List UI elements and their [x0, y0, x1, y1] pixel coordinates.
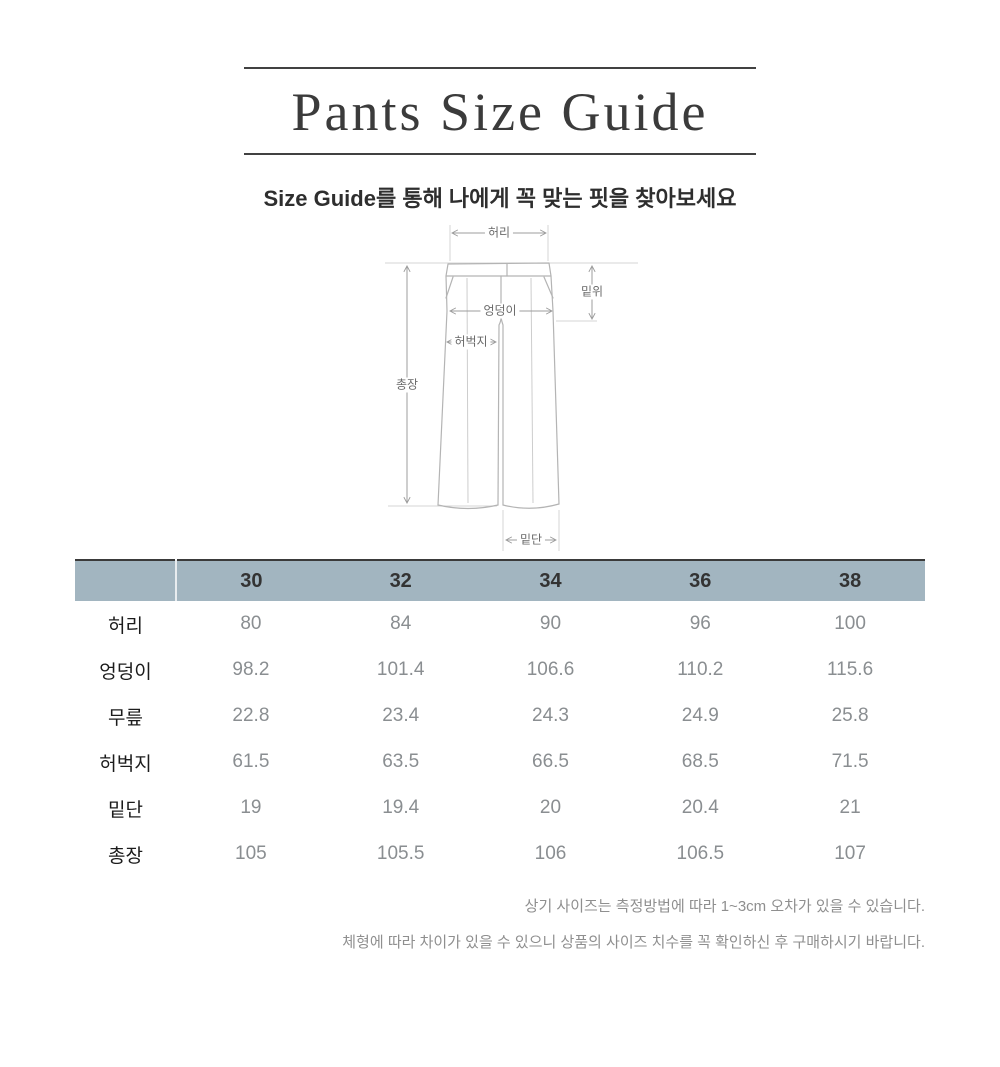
size-value: 66.5	[532, 751, 569, 772]
row-label: 밑단	[108, 799, 143, 821]
size-value: 90	[539, 613, 562, 634]
size-value: 106	[534, 843, 567, 864]
size-value: 21	[839, 797, 861, 818]
pants-size-guide-page: Pants Size Guide Size Guide를 통해 나에게 꼭 맞는…	[0, 67, 1000, 1067]
size-value: 101.4	[376, 659, 425, 680]
table-row-hip: 엉덩이 98.2 101.4 106.6 110.2 115.6	[75, 647, 925, 693]
reference-lines	[385, 225, 638, 551]
pants-outline-drawing	[385, 225, 638, 551]
size-value: 22.8	[232, 705, 270, 726]
size-value: 25.8	[831, 705, 869, 726]
size-column-header: 36	[625, 560, 776, 601]
row-label: 허벅지	[99, 753, 152, 775]
size-value: 71.5	[831, 751, 869, 772]
size-value: 98.2	[232, 659, 270, 680]
diagram-label-thigh: 허벅지	[451, 334, 491, 350]
size-value: 84	[390, 613, 412, 634]
size-column-header: 38	[775, 560, 925, 601]
diagram-label-hem: 밑단	[516, 532, 546, 548]
size-value: 20	[539, 797, 562, 818]
size-value: 96	[689, 613, 711, 634]
pants-outline	[437, 262, 560, 510]
size-value: 107	[834, 843, 866, 864]
page-subtitle: Size Guide를 통해 나에게 꼭 맞는 핏을 찾아보세요	[263, 186, 737, 211]
size-value: 24.9	[681, 705, 719, 726]
size-table-corner-cell	[75, 560, 177, 601]
size-value: 106.5	[676, 843, 725, 864]
diagram-label-rise: 밑위	[577, 284, 607, 300]
size-column-header: 32	[325, 560, 476, 601]
note-line-2: 체형에 따라 차이가 있을 수 있으니 상품의 사이즈 치수를 꼭 확인하신 후…	[342, 934, 925, 951]
crease-lines	[466, 277, 534, 504]
row-label: 허리	[108, 615, 143, 637]
table-row-thigh: 허벅지 61.5 63.5 66.5 68.5 71.5	[75, 739, 925, 785]
size-value: 80	[240, 613, 262, 634]
size-value: 68.5	[681, 751, 719, 772]
size-value: 19.4	[382, 797, 420, 818]
size-value: 115.6	[827, 659, 874, 680]
diagram-label-hip: 엉덩이	[480, 303, 520, 319]
note-line-1: 상기 사이즈는 측정방법에 따라 1~3cm 오차가 있을 수 있습니다.	[524, 898, 925, 915]
table-row-waist: 허리 80 84 90 96 100	[75, 601, 925, 647]
footer-notes: 상기 사이즈는 측정방법에 따라 1~3cm 오차가 있을 수 있습니다. 체형…	[75, 889, 925, 961]
size-value: 106.6	[526, 659, 575, 680]
pants-measurement-diagram: 허리 밑위 엉덩이 허벅지 총장 밑단	[382, 218, 644, 559]
size-value: 61.5	[232, 751, 270, 772]
size-table: 30 32 34 36 38 허리 80 84 90 96 100 엉덩이 98…	[75, 559, 925, 877]
size-value: 20.4	[681, 797, 719, 818]
title-rule-top	[244, 67, 756, 69]
title-rule-bottom	[244, 153, 756, 155]
table-row-knee: 무릎 22.8 23.4 24.3 24.9 25.8	[75, 693, 925, 739]
diagram-label-length: 총장	[392, 377, 422, 393]
table-row-hem: 밑단 19 19.4 20 20.4 21	[75, 785, 925, 831]
table-row-length: 총장 105 105.5 106 106.5 107	[75, 831, 925, 877]
size-value: 105.5	[376, 843, 425, 864]
size-value: 63.5	[382, 751, 420, 772]
size-value: 19	[240, 797, 262, 818]
size-table-header-row: 30 32 34 36 38	[75, 560, 925, 601]
size-value: 24.3	[532, 705, 569, 726]
row-label: 무릎	[108, 707, 143, 729]
diagram-label-waist: 허리	[484, 225, 514, 241]
row-label: 엉덩이	[99, 661, 152, 683]
size-value: 23.4	[382, 705, 420, 726]
row-label: 총장	[108, 845, 143, 867]
measurement-arrows	[403, 229, 596, 544]
size-column-header: 34	[475, 560, 626, 601]
size-column-header: 30	[176, 560, 326, 601]
page-title: Pants Size Guide	[291, 82, 709, 142]
size-value: 110.2	[677, 659, 724, 680]
size-value: 100	[834, 613, 866, 634]
size-value: 105	[235, 843, 267, 864]
